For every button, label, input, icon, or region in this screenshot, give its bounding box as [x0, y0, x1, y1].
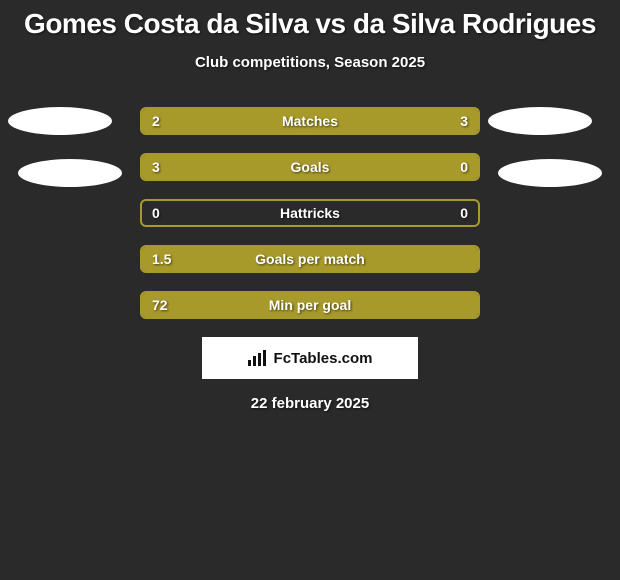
stat-value-right: 0 — [460, 201, 468, 225]
stats-area: 2Matches33Goals00Hattricks01.5Goals per … — [0, 107, 620, 319]
stat-bar: 72Min per goal — [140, 291, 480, 319]
stat-value-right: 0 — [460, 155, 468, 179]
brand-badge: FcTables.com — [202, 337, 418, 379]
stat-row: 72Min per goal — [0, 291, 620, 319]
chart-icon — [248, 350, 268, 366]
right-club-crest — [498, 159, 602, 187]
stat-label: Min per goal — [142, 293, 478, 317]
page-title: Gomes Costa da Silva vs da Silva Rodrigu… — [0, 0, 620, 40]
stat-label: Hattricks — [142, 201, 478, 225]
stat-value-right: 3 — [460, 109, 468, 133]
stat-label: Goals per match — [142, 247, 478, 271]
stat-bar: 2Matches3 — [140, 107, 480, 135]
stat-label: Goals — [142, 155, 478, 179]
stat-bar: 3Goals0 — [140, 153, 480, 181]
stat-bar: 1.5Goals per match — [140, 245, 480, 273]
brand-text: FcTables.com — [274, 350, 373, 367]
left-club-crest — [18, 159, 122, 187]
stat-row: 0Hattricks0 — [0, 199, 620, 227]
left-club-crest — [8, 107, 112, 135]
stat-bar: 0Hattricks0 — [140, 199, 480, 227]
right-club-crest — [488, 107, 592, 135]
stat-row: 1.5Goals per match — [0, 245, 620, 273]
page-subtitle: Club competitions, Season 2025 — [0, 54, 620, 71]
date-text: 22 february 2025 — [0, 395, 620, 412]
stat-label: Matches — [142, 109, 478, 133]
